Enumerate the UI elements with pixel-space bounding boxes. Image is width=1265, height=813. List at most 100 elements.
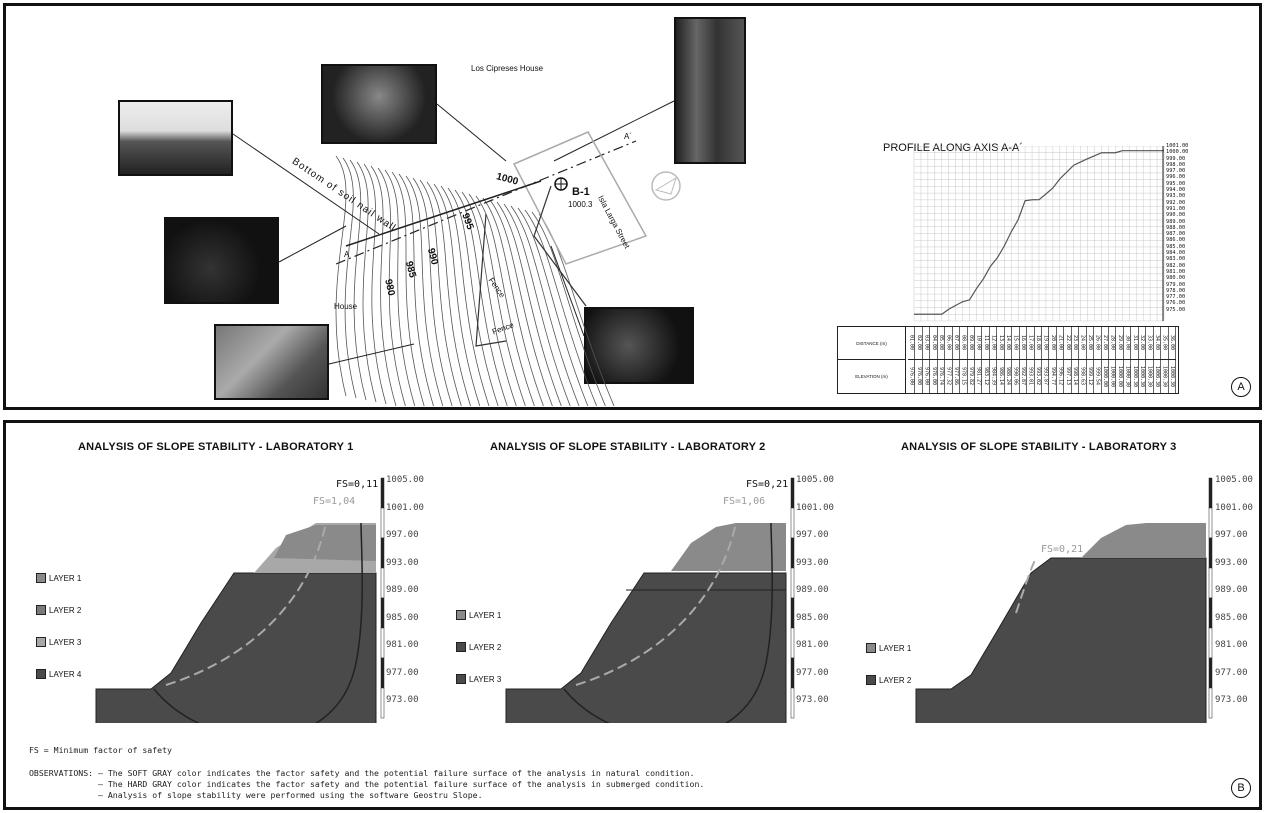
fs-submerged-label: FS=0,21: [746, 479, 789, 490]
borehole-elevation: 1000.3: [568, 200, 593, 209]
site-photo-3: [214, 324, 329, 400]
section-a-prime-label: A´: [624, 132, 632, 141]
legend-item: LAYER 4: [36, 669, 81, 679]
scale-bar-segment: [380, 657, 385, 689]
profile-table-cell: 978.15: [960, 360, 968, 393]
profile-table-cell: 35.00: [1161, 327, 1169, 359]
contour-line: [405, 175, 444, 406]
profile-table-cell: 14.00: [1005, 327, 1013, 359]
legend-item: LAYER 1: [36, 573, 81, 583]
scale-bar-segment: [380, 687, 385, 719]
profile-axis-tick-label: 981.00: [1166, 268, 1186, 275]
profile-axis-tick-label: 990.00: [1166, 212, 1186, 219]
failure-surface-submerged: [563, 522, 773, 723]
profile-table-cell: 29.00: [1116, 327, 1124, 359]
contour-line: [377, 167, 406, 406]
profile-table-cell: 998.14: [1072, 360, 1080, 393]
scale-bar-segment: [1208, 537, 1213, 569]
contour-line: [503, 203, 571, 406]
scale-bar-segment: [790, 507, 795, 539]
legend-swatch: [866, 675, 876, 685]
profile-axis-tick-label: 994.00: [1166, 187, 1186, 194]
profile-table-cell: 976.00: [915, 360, 923, 393]
profile-axis-tick-label: 977.00: [1166, 294, 1186, 301]
scale-label: 989.00: [386, 585, 419, 595]
scale-label: 977.00: [386, 667, 419, 678]
profile-table-cell: 21.00: [1057, 327, 1065, 359]
site-photo-1: [118, 100, 233, 176]
profile-table-cell: 24.00: [1079, 327, 1087, 359]
contour-line: [531, 211, 606, 406]
legend-item: LAYER 2: [866, 675, 911, 685]
scale-label: 993.00: [1215, 557, 1248, 568]
profile-table-cell: 992.87: [1020, 360, 1028, 393]
legend-swatch: [36, 573, 46, 583]
legend-label: LAYER 4: [49, 669, 82, 679]
scale-label: 989.00: [796, 585, 829, 595]
contour-line: [426, 181, 472, 406]
legend-label: LAYER 2: [49, 605, 82, 615]
scale-bar-segment: [380, 507, 385, 539]
profile-table-cell: 1000.30: [1169, 360, 1176, 393]
layer-legend: LAYER 1 LAYER 2: [866, 643, 911, 707]
scale-label: 997.00: [796, 530, 829, 540]
site-plan-map: [232, 100, 681, 406]
scale-label: 993.00: [796, 557, 829, 568]
profile-table-cell: 02.00: [915, 327, 923, 359]
slope-section: [915, 477, 1213, 723]
contour-line: [447, 187, 499, 406]
profile-table-cell: 22.00: [1064, 327, 1072, 359]
profile-table-cell: 19.00: [1042, 327, 1050, 359]
elevation-values: 976.00 976.00 976.00 976.00 976.74 977.32 977.…: [908, 360, 1176, 393]
panel-a: Los Cipreses House House B-1 1000.3 Isla…: [3, 3, 1262, 410]
profile-table-cell: 16.00: [1020, 327, 1028, 359]
scale-label: 985.00: [386, 612, 419, 623]
legend-label: LAYER 2: [879, 675, 912, 685]
profile-table-cell: 13.00: [997, 327, 1005, 359]
scale-label: 985.00: [1215, 612, 1248, 623]
scale-bar-segment: [1208, 657, 1213, 689]
slope-section: [505, 477, 795, 723]
scale-label: 997.00: [386, 530, 419, 540]
profile-table-cell: 23.00: [1072, 327, 1080, 359]
scale-label: 981.00: [1215, 640, 1248, 650]
contour-line: [489, 199, 553, 406]
profile-table-cell: 01.00: [908, 327, 916, 359]
profile-axis-tick-label: 992.00: [1166, 199, 1186, 206]
legend-item: LAYER 2: [456, 642, 501, 652]
scale-bar-segment: [380, 627, 385, 659]
profile-table-cell: 984.39: [990, 360, 998, 393]
site-photo-6: [584, 307, 694, 384]
profile-table-cell: 33.00: [1146, 327, 1154, 359]
contour-line: [349, 159, 367, 401]
scale-label: 1001.00: [796, 502, 834, 513]
profile-table-cell: 20.00: [1049, 327, 1057, 359]
profile-table-cell: 1000.30: [1131, 360, 1139, 393]
contour-line: [524, 209, 598, 406]
contour-line: [370, 165, 397, 406]
contour-line: [412, 177, 453, 406]
fs-submerged-label: FS=0,11: [336, 479, 379, 490]
profile-table-cell: 996.12: [1057, 360, 1065, 393]
profile-table-cell: 993.02: [1035, 360, 1042, 393]
legend-item: LAYER 1: [866, 643, 911, 653]
profile-axis-tick-label: 983.00: [1166, 256, 1186, 263]
legend-swatch: [456, 610, 466, 620]
layer-legend: LAYER 1 LAYER 2 LAYER 3: [456, 610, 501, 706]
profile-table-cell: 1000.30: [1161, 360, 1169, 393]
soil-body: [505, 572, 787, 723]
contour-line: [440, 185, 490, 406]
profile-title: PROFILE ALONG AXIS A-A´: [883, 142, 1023, 154]
profile-axis-tick-label: 979.00: [1166, 281, 1186, 288]
profile-table-cell: 10.00: [975, 327, 983, 359]
observation-2: — The HARD GRAY color indicates the fact…: [29, 779, 705, 789]
profile-table-cell: 12.00: [990, 327, 998, 359]
profile-table-cell: 976.00: [923, 360, 931, 393]
contour-line: [419, 179, 462, 406]
scale-bar-segment: [790, 657, 795, 689]
scale-bar-segment: [790, 537, 795, 569]
profile-axis-tick-label: 987.00: [1166, 231, 1186, 238]
contour-line: [475, 195, 535, 406]
failure-surface-natural: [1015, 557, 1037, 614]
fs-definition: FS = Minimum factor of safety: [29, 745, 172, 755]
